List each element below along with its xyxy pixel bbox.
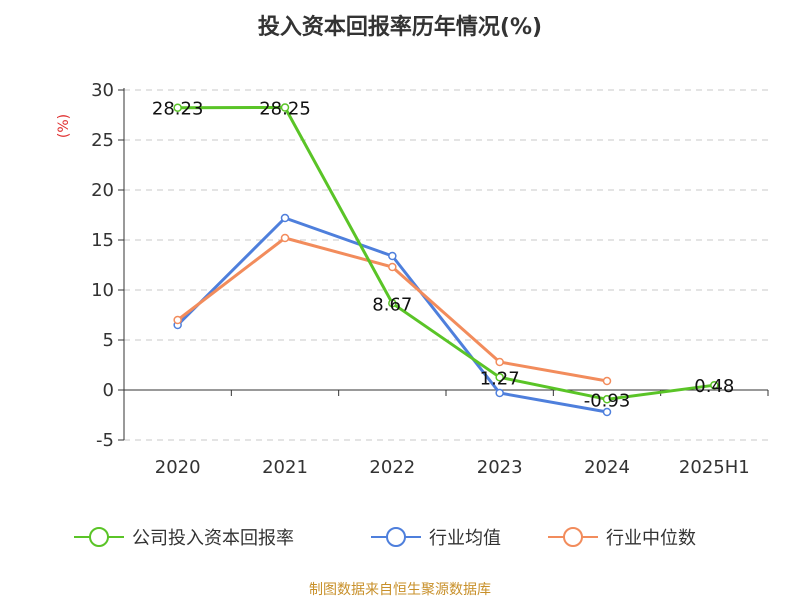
y-tick-label: 15 [91, 230, 114, 251]
data-point [280, 213, 290, 223]
y-tick-label: 0 [103, 380, 114, 401]
data-point [495, 373, 504, 382]
legend-marker-icon [563, 527, 583, 547]
y-tick-label: 10 [91, 280, 114, 301]
legend-marker-icon [89, 527, 109, 547]
x-tick-label: 2024 [584, 457, 630, 478]
legend: 公司投入资本回报率 行业均值 行业中位数 [74, 527, 696, 549]
data-label: 28.25 [259, 99, 311, 120]
legend-item-1[interactable]: 行业均值 [371, 527, 501, 549]
x-tick-label: 2025H1 [679, 457, 750, 478]
data-label: 0.48 [694, 376, 734, 397]
series-lines [173, 103, 719, 417]
chart-title: 投入资本回报率历年情况(%) [258, 14, 542, 40]
x-tick-label: 2022 [369, 457, 415, 478]
series-line-0 [177, 106, 715, 401]
x-tick-label: 2020 [155, 457, 201, 478]
data-point [173, 103, 182, 112]
data-labels: 28.23 28.25 8.67 1.27 -0.93 0.48 [152, 99, 734, 412]
y-axis-label: (%) [56, 114, 72, 138]
data-point [280, 103, 290, 112]
y-tick-label: -5 [96, 430, 114, 451]
data-point [495, 388, 504, 398]
legend-item-2[interactable]: 行业中位数 [548, 527, 696, 549]
data-point [602, 395, 612, 404]
data-label: -0.93 [584, 390, 631, 411]
source-note: 制图数据来自恒生聚源数据库 [309, 582, 491, 598]
y-tick-label: 25 [91, 130, 114, 151]
data-point [388, 262, 397, 272]
data-point [388, 251, 397, 261]
grid-lines [124, 89, 768, 441]
x-tick-label: 2023 [477, 457, 523, 478]
data-point [388, 299, 397, 308]
data-label: 8.67 [372, 294, 412, 315]
data-point [602, 376, 612, 386]
data-point [710, 380, 719, 390]
legend-item-0[interactable]: 公司投入资本回报率 [74, 527, 294, 549]
axes: 30 25 20 15 10 5 0 -5 2020 2021 2022 2023 2024 2025H1 [91, 80, 769, 478]
data-point [495, 357, 504, 367]
legend-label: 行业中位数 [606, 528, 696, 549]
data-label: 28.23 [152, 99, 204, 120]
legend-label: 行业均值 [429, 528, 501, 549]
data-point [173, 315, 182, 325]
data-point [602, 407, 612, 417]
y-tick-label: 30 [91, 80, 114, 101]
legend-label: 公司投入资本回报率 [132, 528, 294, 549]
y-tick-label: 20 [91, 180, 114, 201]
x-tick-label: 2021 [262, 457, 308, 478]
data-point [280, 233, 290, 243]
legend-marker-icon [386, 527, 406, 547]
y-tick-label: 5 [103, 330, 114, 351]
data-label: 1.27 [480, 368, 520, 389]
